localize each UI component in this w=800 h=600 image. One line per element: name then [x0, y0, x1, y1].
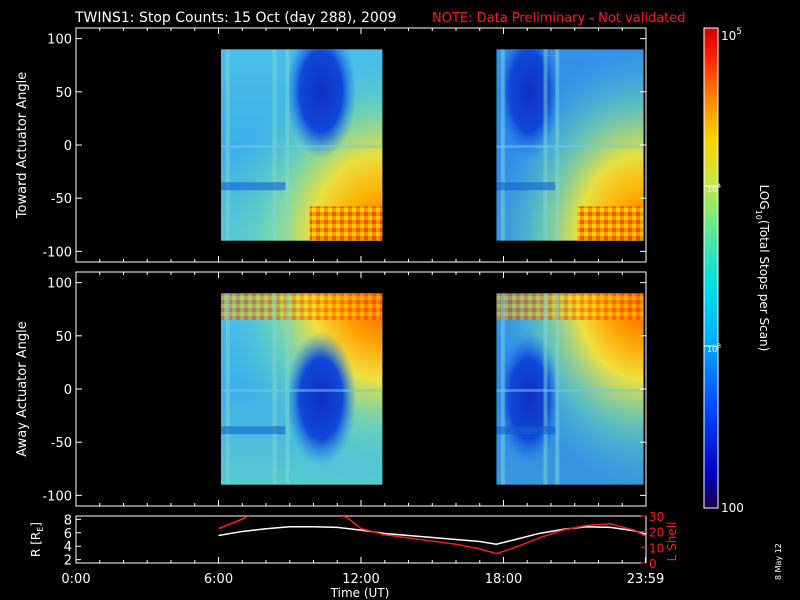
band [220, 145, 383, 148]
y-tick-label: 0 [64, 383, 72, 398]
x-tick-label: 23:59 [627, 572, 664, 587]
colorbar: 105 104 103 100 LOG10(Total Stops per Sc… [703, 27, 771, 515]
low-count-region [285, 331, 357, 466]
left-tick-label: 2 [64, 554, 72, 569]
y-tick-label: 50 [55, 86, 72, 101]
panel-toward: 100 50 0 -50 -100 Toward Actuator Angle [15, 27, 647, 263]
series-r [218, 525, 646, 545]
panel-away-image [220, 293, 644, 485]
orbit-lines [218, 516, 646, 555]
saturated-region [577, 206, 644, 241]
data-block-toward-2 [496, 49, 644, 241]
chart-title: TWINS1: Stop Counts: 15 Oct (day 288), 2… [74, 10, 397, 26]
series-l-shell [218, 516, 646, 555]
band [496, 389, 644, 392]
data-block-away-2 [496, 293, 644, 485]
y-tick-label: -100 [42, 489, 72, 504]
x-tick-label: 18:00 [485, 572, 522, 587]
y-axis-title: Away Actuator Angle [15, 321, 30, 456]
orbit-left-title: R [RE] [29, 522, 45, 557]
data-block-away-1 [220, 293, 383, 485]
band [496, 145, 644, 148]
y-tick-label: -100 [42, 245, 72, 260]
band [220, 182, 286, 191]
low-count-region [496, 331, 562, 466]
orbit-frame [75, 515, 647, 564]
right-tick-label: 20 [649, 526, 664, 540]
band [496, 426, 556, 435]
x-tick-label: 0:00 [61, 572, 90, 587]
colorbar-low-label: 103 [707, 343, 721, 354]
saturated-region [496, 293, 644, 321]
right-tick-label: 30 [649, 510, 664, 524]
y-tick-label: 50 [55, 330, 72, 345]
y-tick-label: 100 [47, 277, 72, 292]
colorbar-axis-label: LOG10(Total Stops per Scan) [754, 185, 771, 352]
colorbar-bottom-label: 100 [721, 501, 744, 515]
band [220, 389, 383, 392]
x-tick-label: 6:00 [204, 572, 233, 587]
data-block-toward-1 [220, 49, 383, 241]
colorbar-top-label: 105 [721, 27, 742, 43]
y-tick-label: -50 [51, 192, 72, 207]
date-stamp: 8 May 12 [774, 543, 783, 580]
y-tick-label: 0 [64, 139, 72, 154]
left-tick-label: 6 [64, 527, 72, 542]
low-count-region [285, 49, 357, 159]
right-tick-label: 0 [649, 557, 657, 571]
orbit-right-title: L Shell [665, 522, 679, 562]
left-tick-label: 8 [64, 513, 72, 528]
right-tick-label: 10 [649, 541, 664, 555]
saturated-region [220, 293, 383, 321]
x-tick-label: 12:00 [342, 572, 379, 587]
colorbar-gradient [703, 27, 719, 509]
y-tick-label: 100 [47, 33, 72, 48]
saturated-region [309, 206, 383, 241]
preliminary-note: NOTE: Data Preliminary - Not validated [432, 11, 686, 26]
band [496, 182, 556, 191]
y-tick-label: -50 [51, 436, 72, 451]
left-tick-label: 4 [64, 540, 72, 555]
band [220, 426, 286, 435]
y-axis-title: Toward Actuator Angle [15, 72, 30, 219]
colorbar-mid-label: 104 [707, 183, 721, 194]
low-count-region [496, 49, 562, 159]
panel-toward-image [220, 49, 644, 241]
panel-away: 100 50 0 -50 -100 Away Actuator Angle [15, 271, 647, 507]
x-axis-title: Time (UT) [330, 586, 390, 600]
